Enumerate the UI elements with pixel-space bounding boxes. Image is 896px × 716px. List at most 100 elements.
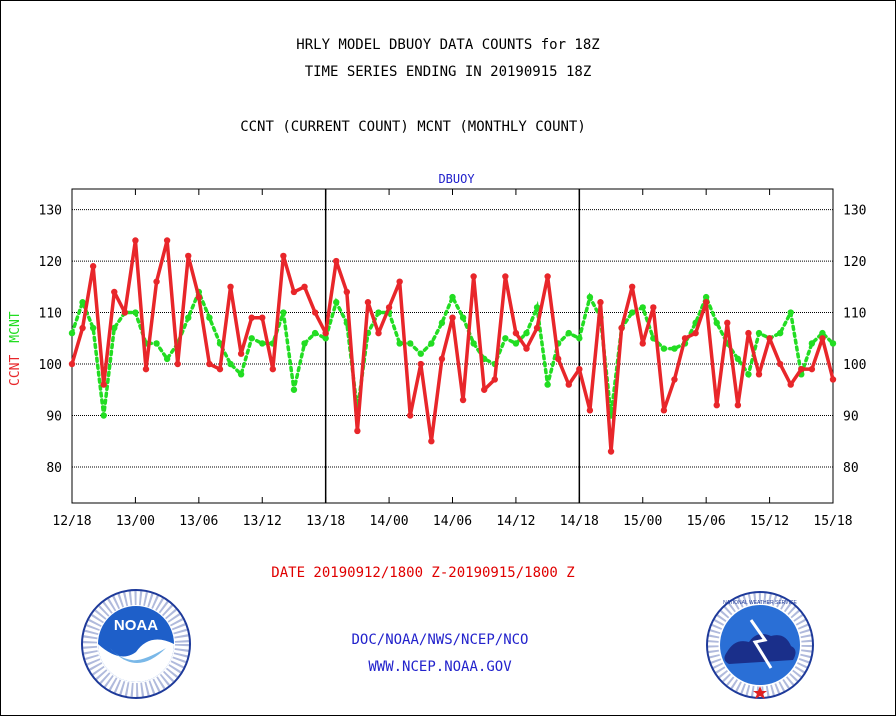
ccnt-point-49 (586, 407, 594, 414)
ccnt-point-40 (491, 376, 498, 383)
mcnt-point-49 (586, 293, 594, 301)
ccnt-point-11 (185, 252, 192, 260)
x-tick-label-8: 14/18 (560, 514, 599, 529)
mcnt-point-43 (523, 329, 530, 337)
mcnt-point-9 (163, 355, 171, 363)
mcnt-point-33 (417, 350, 424, 357)
ccnt-point-36 (449, 314, 456, 321)
mcnt-point-23 (311, 329, 319, 337)
mcnt-point-6 (132, 309, 139, 316)
chart-subtitle: CCNT (CURRENT COUNT) MCNT (MONTHLY COUNT… (240, 119, 586, 135)
ccnt-point-13 (206, 360, 213, 368)
ccnt-point-39 (481, 386, 488, 393)
ccnt-point-2 (89, 263, 97, 270)
y-axis-label-mcnt: MCNT (8, 311, 23, 342)
ccnt-point-62 (724, 319, 731, 327)
y-tick-label-left-130: 130 (39, 204, 62, 219)
ccnt-point-8 (153, 278, 160, 285)
ccnt-point-27 (354, 427, 361, 435)
ccnt-point-70 (808, 365, 816, 373)
mcnt-point-35 (438, 319, 446, 327)
mcnt-point-17 (248, 335, 255, 342)
ccnt-point-41 (502, 273, 509, 280)
mcnt-point-15 (227, 360, 234, 368)
ccnt-point-29 (375, 329, 382, 337)
noaa-logo: NOAA (81, 589, 191, 699)
ccnt-point-7 (142, 365, 150, 373)
series-layer (68, 237, 837, 455)
ccnt-point-26 (343, 288, 351, 296)
mcnt-point-21 (290, 386, 298, 393)
ccnt-point-30 (385, 304, 393, 311)
ccnt-point-68 (787, 381, 794, 388)
ccnt-point-14 (216, 365, 224, 373)
ccnt-point-15 (227, 283, 234, 291)
ccnt-point-21 (290, 288, 298, 296)
y-tick-label-right-120: 120 (843, 255, 866, 270)
ccnt-point-48 (576, 365, 583, 373)
x-tick-label-6: 14/06 (433, 514, 472, 529)
y-axis-label: CCNT MCNT (8, 311, 23, 386)
ccnt-point-59 (692, 329, 699, 337)
ccnt-point-35 (438, 355, 446, 363)
mcnt-point-38 (470, 340, 477, 347)
mcnt-point-8 (153, 340, 160, 347)
mcnt-point-1 (79, 299, 86, 306)
labels-layer: 80 80 90 90 100 100 110 110 120 120 130 130 12/18 13/… (8, 172, 866, 529)
x-tick-label-4: 13/18 (306, 514, 345, 529)
mcnt-point-65 (755, 329, 763, 337)
ccnt-point-18 (259, 314, 266, 321)
mcnt-point-34 (428, 340, 435, 347)
ccnt-point-23 (311, 309, 319, 316)
chart-title-line-2: TIME SERIES ENDING IN 20190915 18Z (304, 64, 592, 80)
ccnt-point-53 (628, 283, 636, 291)
ccnt-point-61 (713, 401, 720, 409)
ccnt-point-1 (79, 324, 86, 332)
nws-logo-text: NATIONAL WEATHER SERVICE (723, 600, 797, 606)
mcnt-point-31 (396, 340, 403, 347)
mcnt-point-61 (713, 319, 720, 327)
mcnt-point-13 (206, 314, 213, 321)
mcnt-point-4 (111, 324, 118, 332)
mcnt-point-24 (322, 335, 329, 342)
mcnt-point-72 (829, 340, 837, 347)
ccnt-point-5 (121, 309, 129, 316)
ccnt-point-46 (554, 355, 562, 363)
y-tick-label-left-120: 120 (39, 255, 62, 270)
mcnt-point-45 (544, 381, 551, 388)
y-axis-label-ccnt: CCNT (8, 355, 23, 386)
y-tick-label-right-130: 130 (843, 204, 866, 219)
ccnt-point-65 (755, 371, 763, 378)
x-tick-label-9: 15/00 (623, 514, 662, 529)
ccnt-point-71 (819, 335, 826, 342)
axes-layer (71, 188, 834, 504)
agency-credit: DOC/NOAA/NWS/NCEP/NCO (351, 632, 529, 648)
y-tick-label-left-80: 80 (46, 461, 62, 476)
ccnt-point-55 (650, 304, 657, 311)
x-tick-label-2: 13/06 (179, 514, 218, 529)
ccnt-point-38 (470, 273, 477, 280)
ccnt-point-63 (734, 401, 742, 409)
chart-title-line-1: HRLY MODEL DBUOY DATA COUNTS for 18Z (296, 37, 600, 53)
ccnt-point-20 (280, 252, 287, 260)
ccnt-point-72 (829, 376, 837, 383)
ccnt-point-28 (364, 299, 372, 306)
ccnt-point-3 (100, 381, 107, 388)
mcnt-point-2 (89, 324, 97, 332)
mcnt-point-36 (449, 293, 456, 301)
ccnt-point-22 (301, 283, 308, 291)
ccnt-point-67 (776, 360, 784, 368)
y-tick-label-left-110: 110 (39, 307, 62, 322)
mcnt-point-68 (787, 309, 794, 316)
grid-layer (72, 209, 833, 468)
nws-logo: NATIONAL WEATHER SERVICE (706, 591, 814, 699)
y-tick-label-left-90: 90 (46, 409, 62, 424)
mcnt-point-63 (734, 355, 742, 363)
ccnt-point-4 (111, 288, 118, 296)
mcnt-point-3 (100, 412, 107, 419)
x-tick-label-12: 15/18 (813, 514, 852, 529)
ccnt-point-10 (174, 360, 181, 368)
mcnt-point-70 (808, 340, 816, 347)
mcnt-point-25 (333, 299, 340, 306)
